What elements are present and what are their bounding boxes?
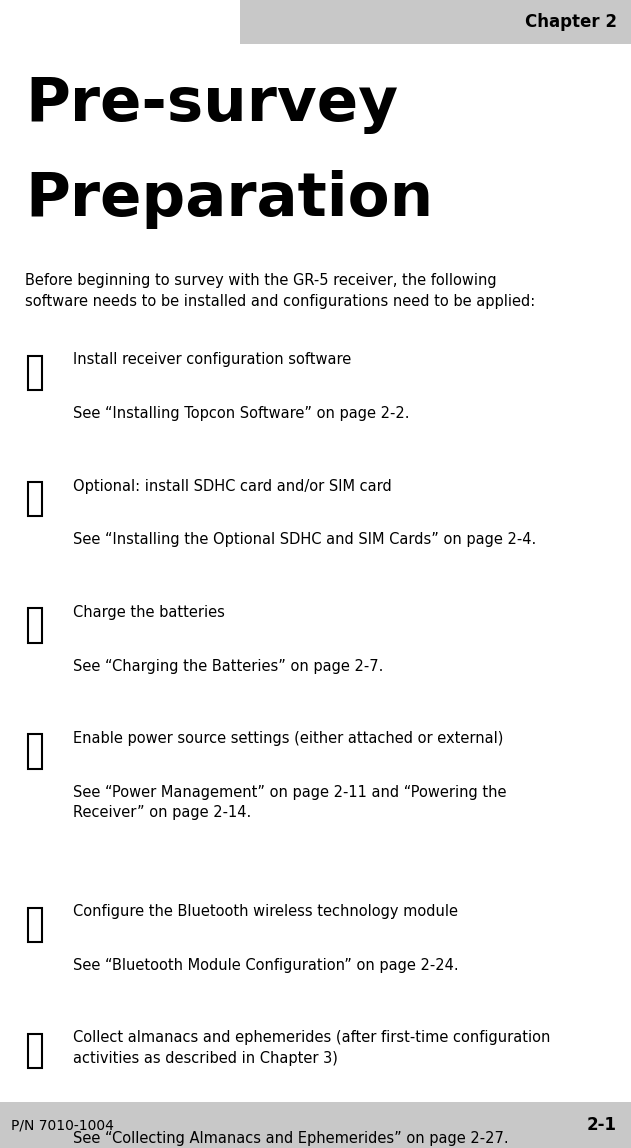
Bar bbox=[28, 608, 42, 643]
Bar bbox=[28, 735, 42, 769]
Text: See “Power Management” on page 2-11 and “Powering the
Receiver” on page 2-14.: See “Power Management” on page 2-11 and … bbox=[73, 785, 506, 820]
Text: Optional: install SDHC card and/or SIM card: Optional: install SDHC card and/or SIM c… bbox=[73, 479, 391, 494]
Text: See “Bluetooth Module Configuration” on page 2-24.: See “Bluetooth Module Configuration” on … bbox=[73, 957, 458, 974]
Bar bbox=[0, 1102, 631, 1148]
Text: Preparation: Preparation bbox=[25, 170, 433, 228]
Text: See “Installing the Optional SDHC and SIM Cards” on page 2-4.: See “Installing the Optional SDHC and SI… bbox=[73, 533, 536, 548]
Text: See “Charging the Batteries” on page 2-7.: See “Charging the Batteries” on page 2-7… bbox=[73, 659, 383, 674]
Bar bbox=[28, 356, 42, 390]
Text: Chapter 2: Chapter 2 bbox=[525, 13, 617, 31]
Bar bbox=[28, 1033, 42, 1068]
Text: Collect almanacs and ephemerides (after first-time configuration
activities as d: Collect almanacs and ephemerides (after … bbox=[73, 1030, 550, 1065]
Text: Charge the batteries: Charge the batteries bbox=[73, 605, 225, 620]
Bar bbox=[240, 0, 631, 44]
Bar bbox=[28, 908, 42, 943]
Text: P/N 7010-1004: P/N 7010-1004 bbox=[11, 1118, 114, 1132]
Text: Before beginning to survey with the GR-5 receiver, the following
software needs : Before beginning to survey with the GR-5… bbox=[25, 273, 536, 309]
Text: Pre-survey: Pre-survey bbox=[25, 75, 398, 133]
Text: Configure the Bluetooth wireless technology module: Configure the Bluetooth wireless technol… bbox=[73, 905, 457, 920]
Text: See “Collecting Almanacs and Ephemerides” on page 2-27.: See “Collecting Almanacs and Ephemerides… bbox=[73, 1131, 508, 1146]
Text: See “Installing Topcon Software” on page 2-2.: See “Installing Topcon Software” on page… bbox=[73, 406, 409, 421]
Bar bbox=[28, 482, 42, 517]
Text: Enable power source settings (either attached or external): Enable power source settings (either att… bbox=[73, 731, 503, 746]
Text: 2-1: 2-1 bbox=[587, 1116, 617, 1134]
Text: Install receiver configuration software: Install receiver configuration software bbox=[73, 352, 351, 367]
